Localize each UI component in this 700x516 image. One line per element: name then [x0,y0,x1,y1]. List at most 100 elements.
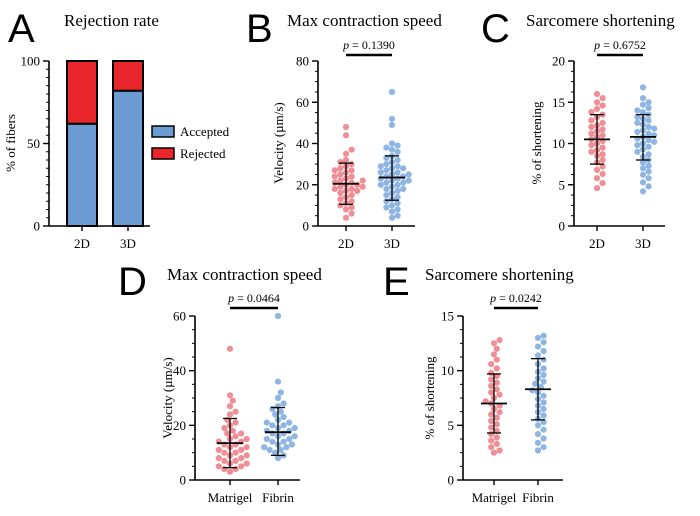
pvalue-c: p = 0.6752 [593,38,646,57]
data-point-fibrin [540,365,547,372]
y-tick-label-D: 0 [180,473,187,488]
data-point-3d [639,95,647,102]
pvalue-label-b: p [342,38,349,52]
data-point-matrigel [496,447,503,454]
panel-letter-c: C [481,7,510,51]
data-point-3d [388,214,396,221]
y-tick-label-E: 15 [441,309,454,324]
bar-accepted-3d [112,89,144,227]
chart-title-c: Sarcomere shortening [526,11,675,30]
data-point-2d [359,183,366,190]
data-point-3d [383,179,390,186]
chart-title-a: Rejection rate [64,11,159,30]
data-point-fibrin [540,332,547,339]
data-point-3d [394,175,401,182]
data-point-2d [337,165,344,172]
x-tick-label-C: 2D [589,236,605,251]
data-point-3d [383,173,390,180]
data-point-3d [645,117,652,124]
legend-label-rejected: Rejected [180,146,226,161]
data-point-fibrin [540,347,547,355]
data-point-3d [383,161,390,168]
data-point-fibrin [540,419,547,426]
panel-c: C Sarcomere shortening % of shortening p… [481,7,675,251]
y-tick-label-D: 60 [173,309,186,324]
legend-label-accepted: Accepted [180,124,230,139]
data-point-matrigel [238,446,245,453]
data-point-2d [588,123,595,131]
data-point-fibrin [280,438,287,445]
data-point-2d [348,167,355,174]
panel-letter-a: A [8,7,35,51]
pvalue-text-c: = 0.6752 [600,38,646,52]
data-point-fibrin [540,399,547,406]
data-point-2d [337,177,344,184]
data-point-2d [331,173,338,180]
data-point-fibrin [534,352,542,359]
data-point-3d [383,198,390,205]
data-point-matrigel [496,391,503,398]
data-point-matrigel [496,409,503,416]
data-point-2d [337,196,344,203]
data-point-matrigel [493,365,500,372]
data-point-2d [331,185,338,192]
data-point-3d [383,192,390,199]
data-point-2d [331,179,338,186]
data-point-fibrin [280,400,287,407]
y-tick-label-B: 20 [296,177,309,192]
data-point-2d [354,181,361,188]
data-point-3d [383,144,390,151]
data-point-3d [639,179,647,186]
data-point-matrigel [232,449,239,456]
data-point-3d [639,171,647,178]
pvalue-d: p = 0.0464 [227,291,280,310]
data-point-fibrin [534,422,542,429]
data-point-3d [634,148,641,155]
data-point-2d [588,117,595,124]
data-point-fibrin [269,405,276,412]
data-point-matrigel [488,437,495,444]
data-point-fibrin [540,426,547,433]
data-point-fibrin [286,435,293,443]
y-tick-label-A: 0 [34,219,41,234]
legend-swatch-accepted [151,125,175,138]
data-point-fibrin [534,334,542,341]
data-point-matrigel [488,424,495,431]
y-tick-label-C: 20 [552,54,565,69]
data-point-3d [377,175,384,182]
data-point-2d [599,156,606,164]
x-tick-label-D: Matrigel [208,490,253,505]
data-point-3d [394,169,401,176]
data-point-3d [645,99,652,106]
data-point-2d [342,123,350,131]
data-point-3d [639,84,647,91]
x-tick-label-C: 3D [635,236,651,251]
data-point-matrigel [226,403,234,410]
data-point-fibrin [274,378,282,385]
data-point-3d [394,142,401,149]
y-axis-label-a: % of fibers [3,114,18,172]
data-point-fibrin [274,312,282,320]
data-point-3d [394,148,401,155]
data-point-matrigel [488,417,495,425]
data-point-matrigel [226,392,234,399]
pvalue-label-c: p [593,38,600,52]
data-point-fibrin [266,446,273,453]
data-point-matrigel [493,386,500,393]
data-point-matrigel [238,463,245,470]
panel-e: E Sarcomere shortening % of shortening p… [383,260,574,505]
data-point-3d [645,104,652,112]
data-point-matrigel [215,446,222,453]
data-point-fibrin [534,447,542,454]
data-point-fibrin [532,380,539,387]
data-point-matrigel [215,455,222,462]
data-point-3d [645,175,652,182]
bar-rejected-2d [66,60,98,125]
data-point-matrigel [493,379,500,386]
data-point-fibrin [280,422,287,429]
data-point-fibrin [540,412,547,419]
y-tick-label-A: 50 [27,136,40,151]
data-point-2d [342,150,350,157]
data-point-2d [348,198,355,205]
svg-text:p = 0.1390: p = 0.1390 [342,38,395,52]
